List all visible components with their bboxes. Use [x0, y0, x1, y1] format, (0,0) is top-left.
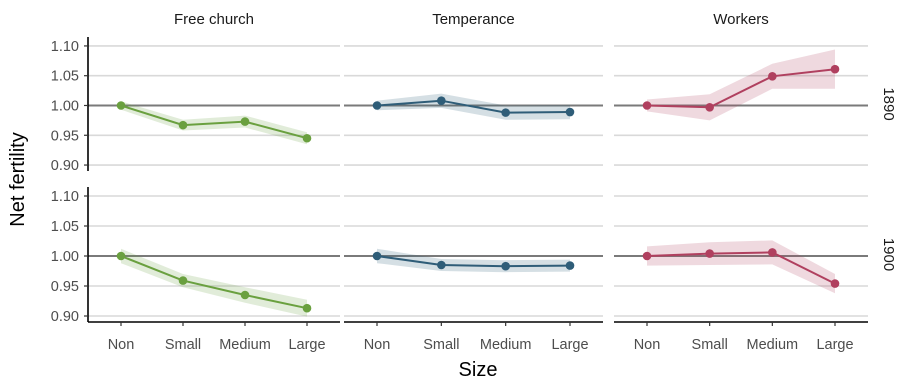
y-tick-label-1900-0-90: 0.90 [51, 309, 79, 325]
data-point-temperance-1890-medium [501, 108, 510, 117]
data-point-free-church-1890-small [178, 120, 188, 130]
data-point-free-church-1900-non [116, 251, 126, 261]
confidence-band-free-church-1900 [121, 248, 307, 317]
data-point-workers-1900-small [705, 249, 714, 258]
data-point-workers-1900-medium [768, 248, 777, 257]
y-tick-label-1900-1-10: 1.10 [51, 189, 79, 205]
x-tick-label-temperance-small: Small [423, 337, 459, 353]
data-point-workers-1900-non [642, 251, 652, 261]
data-point-workers-1890-non [642, 101, 652, 110]
x-tick-label-workers-large: Large [816, 337, 853, 353]
x-tick-label-temperance-non: Non [364, 337, 391, 353]
x-tick-label-workers-non: Non [634, 337, 661, 353]
x-tick-label-free-church-small: Small [165, 337, 201, 353]
x-tick-label-workers-small: Small [692, 337, 728, 353]
data-point-free-church-1890-medium [240, 117, 250, 126]
data-point-temperance-1900-non [372, 251, 382, 261]
x-tick-label-free-church-non: Non [108, 337, 135, 353]
series-line-free-church-1890 [120, 104, 308, 140]
y-tick-label-1890-1-10: 1.10 [51, 39, 79, 55]
y-axis-title: Net fertility [7, 132, 29, 226]
axes-layer [84, 37, 868, 326]
y-tick-label-1890-0-95: 0.95 [51, 128, 79, 144]
x-tick-label-free-church-large: Large [288, 337, 325, 353]
series-line-layer [120, 68, 836, 310]
y-tick-label-1900-0-95: 0.95 [51, 279, 79, 295]
data-point-temperance-1890-small [437, 96, 446, 106]
facet-title-free-church: Free church [174, 11, 254, 28]
y-tick-label-1890-1-05: 1.05 [51, 69, 79, 85]
row-strip-1900: 1900 [880, 238, 897, 271]
y-tick-label-1890-1-00: 1.00 [51, 98, 79, 114]
series-line-workers-1890 [646, 68, 836, 109]
x-tick-label-temperance-medium: Medium [480, 337, 532, 353]
x-tick-label-temperance-large: Large [551, 337, 588, 353]
data-point-temperance-1890-large [565, 107, 575, 117]
series-line-workers-1900 [646, 251, 836, 285]
data-point-free-church-1890-non [116, 101, 126, 110]
x-tick-label-workers-medium: Medium [747, 337, 799, 353]
x-axis-title: Size [459, 359, 498, 380]
data-point-free-church-1890-large [302, 133, 312, 143]
series-line-temperance-1890 [376, 99, 571, 114]
data-point-workers-1890-medium [768, 72, 777, 81]
series-line-free-church-1900 [120, 255, 308, 310]
data-point-free-church-1900-small [178, 276, 188, 285]
facet-title-temperance: Temperance [432, 11, 515, 28]
data-point-free-church-1900-medium [240, 290, 250, 300]
data-point-workers-1890-small [705, 102, 714, 112]
x-tick-label-free-church-medium: Medium [219, 337, 271, 353]
y-tick-label-1890-0-90: 0.90 [51, 158, 79, 174]
confidence-band-workers-1890 [647, 49, 835, 121]
data-point-free-church-1900-large [302, 303, 312, 313]
row-strip-1890: 1890 [880, 87, 897, 120]
text-layer: 0.90 0.95 1.00 1.05 1.10 0.90 0.95 1.00 1.05 1.10… [7, 11, 897, 380]
data-point-temperance-1890-non [372, 101, 382, 110]
data-point-layer [116, 64, 840, 313]
data-point-workers-1890-large [830, 64, 840, 74]
data-point-temperance-1900-medium [501, 261, 510, 271]
series-line-temperance-1900 [376, 255, 571, 268]
y-tick-label-1900-1-05: 1.05 [51, 219, 79, 235]
confidence-band-layer [121, 49, 835, 317]
data-point-temperance-1900-large [565, 261, 575, 270]
data-point-temperance-1900-small [437, 260, 446, 270]
facet-title-workers: Workers [713, 11, 769, 28]
data-point-workers-1900-large [830, 279, 840, 288]
y-tick-label-1900-1-00: 1.00 [51, 249, 79, 265]
